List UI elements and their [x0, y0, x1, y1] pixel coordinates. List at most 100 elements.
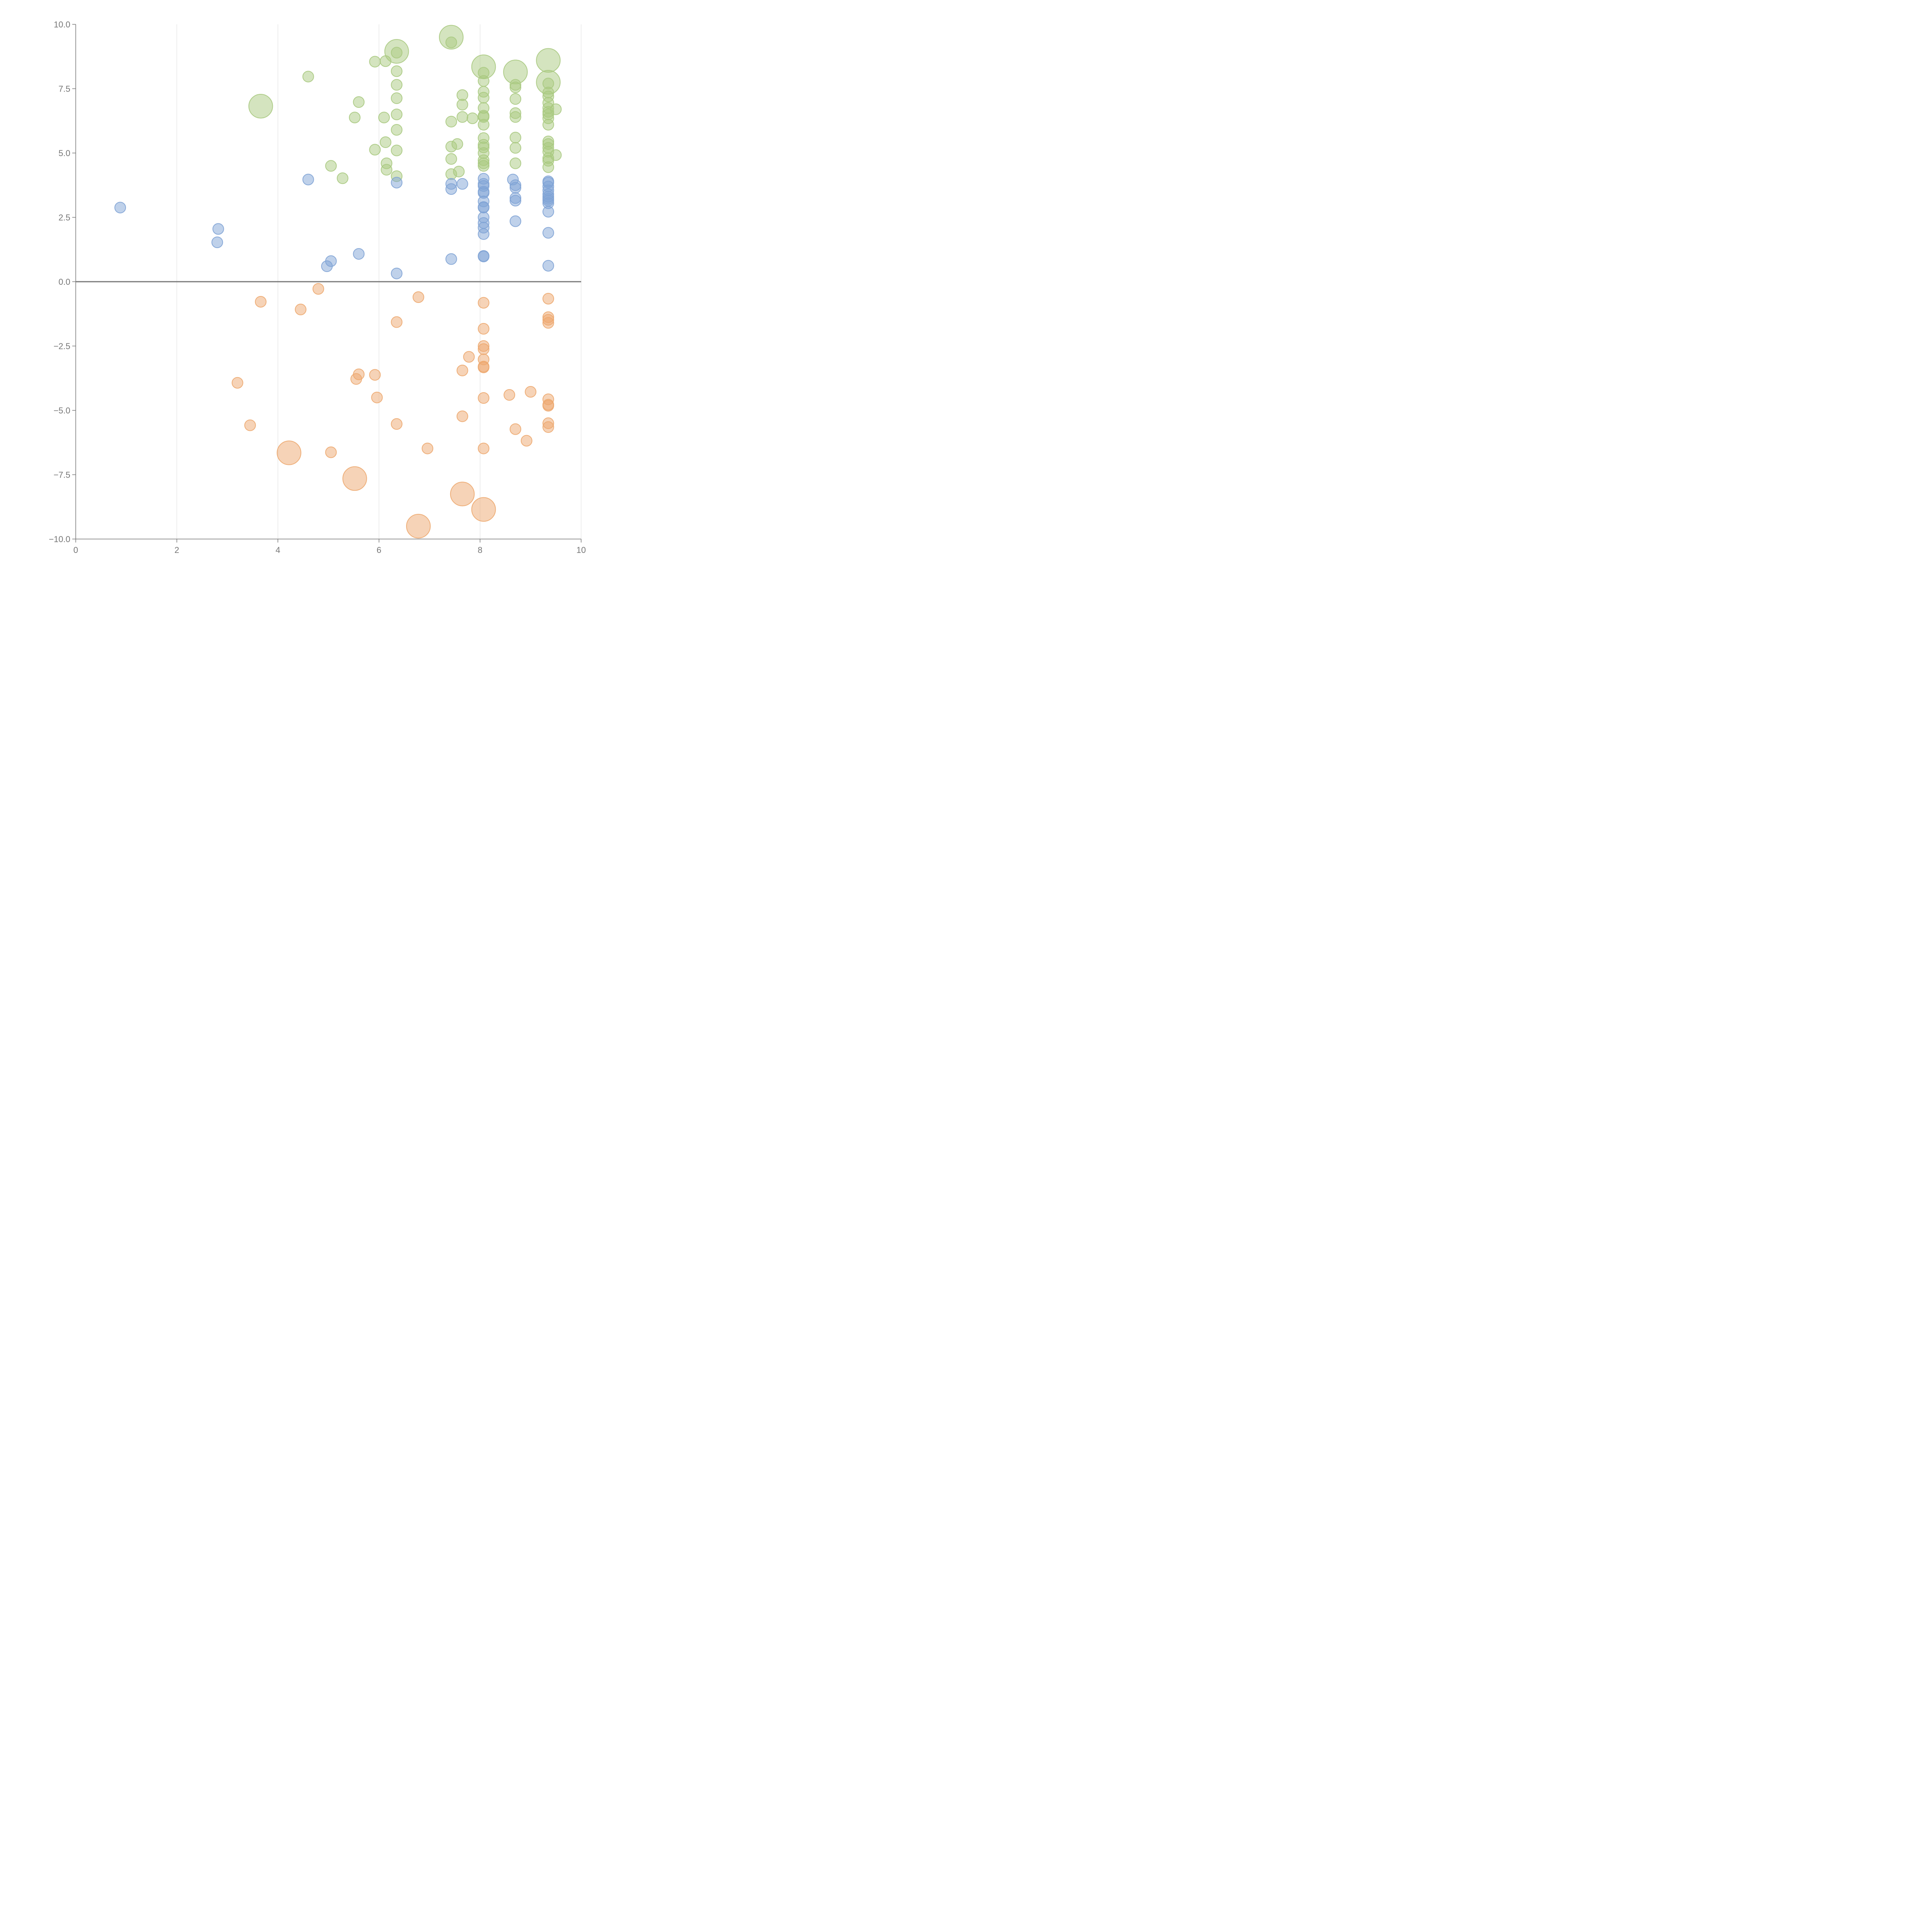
scatter-chart: 10.0 7.5 5.0 2.5 0.0 −2.5 −5.0 −7.5 −10.0 0 2 4 6 8 1…	[49, 20, 586, 555]
y-tick-label: 0.0	[58, 277, 70, 287]
data-point	[509, 157, 521, 169]
x-tick-label: 0	[73, 545, 78, 555]
data-point	[525, 386, 537, 398]
data-point	[509, 142, 521, 154]
data-point	[478, 228, 490, 240]
data-point	[478, 250, 490, 262]
y-tick-label: −10.0	[49, 534, 70, 544]
data-point	[277, 440, 301, 465]
data-point	[391, 267, 403, 279]
data-point	[342, 466, 367, 491]
data-point	[312, 283, 324, 295]
data-point	[302, 173, 314, 185]
x-tick-label: 6	[377, 545, 381, 555]
x-tick-label: 4	[276, 545, 280, 555]
data-point	[422, 442, 434, 454]
data-point	[445, 36, 457, 48]
data-point	[369, 144, 381, 156]
data-point	[478, 92, 490, 104]
data-point	[478, 343, 490, 355]
data-point	[353, 248, 365, 260]
data-point	[391, 145, 403, 156]
data-point	[463, 351, 475, 363]
data-point	[450, 481, 475, 507]
axes	[75, 24, 581, 539]
data-point	[244, 419, 256, 431]
data-point	[391, 177, 403, 189]
data-point	[509, 182, 521, 194]
data-point	[520, 435, 532, 447]
data-point	[478, 323, 490, 335]
data-point	[325, 160, 337, 172]
data-point	[471, 497, 496, 522]
data-point	[391, 109, 403, 121]
series-orange	[231, 283, 554, 539]
data-point	[509, 423, 521, 435]
x-axis-ticks: 0 2 4 6 8 10	[73, 539, 586, 555]
data-point	[456, 178, 468, 190]
data-point	[456, 99, 468, 111]
data-point	[550, 103, 562, 115]
data-point	[248, 94, 273, 119]
data-point	[337, 172, 349, 184]
y-tick-label: 5.0	[58, 148, 70, 158]
data-point	[509, 215, 521, 227]
data-point	[391, 316, 403, 328]
data-point	[509, 93, 521, 105]
data-point	[391, 124, 403, 136]
data-point	[369, 56, 381, 68]
data-point	[381, 164, 393, 176]
data-point	[391, 47, 403, 59]
data-point	[542, 317, 554, 329]
data-point	[350, 373, 362, 385]
data-points	[114, 25, 562, 539]
data-point	[231, 377, 243, 389]
data-point	[542, 119, 554, 131]
data-point	[391, 79, 403, 91]
data-point	[542, 227, 554, 239]
data-point	[211, 236, 223, 248]
data-point	[466, 112, 478, 124]
data-point	[478, 392, 490, 404]
series-green	[248, 25, 562, 184]
data-point	[456, 364, 468, 376]
y-tick-label: −2.5	[54, 342, 70, 351]
x-tick-label: 2	[174, 545, 179, 555]
data-point	[391, 92, 403, 104]
data-point	[456, 410, 468, 422]
y-tick-label: 10.0	[54, 20, 70, 29]
data-point	[453, 165, 465, 177]
data-point	[503, 389, 515, 401]
data-point	[349, 112, 361, 124]
y-tick-label: 7.5	[58, 84, 70, 94]
data-point	[212, 223, 224, 235]
y-tick-label: 2.5	[58, 213, 70, 223]
data-point	[509, 132, 521, 144]
data-point	[302, 71, 314, 83]
data-point	[542, 206, 554, 218]
x-tick-label: 10	[577, 545, 586, 555]
data-point	[550, 149, 562, 161]
data-point	[379, 55, 391, 67]
data-point	[445, 183, 457, 195]
data-point	[478, 442, 490, 454]
data-point	[353, 96, 365, 108]
data-point	[542, 421, 554, 433]
data-point	[255, 296, 267, 308]
y-tick-label: −7.5	[54, 470, 70, 480]
data-point	[478, 160, 490, 172]
data-point	[445, 253, 457, 265]
data-point	[391, 65, 403, 77]
data-point	[321, 260, 333, 272]
data-point	[509, 195, 521, 207]
data-point	[406, 514, 431, 539]
data-point	[509, 111, 521, 123]
data-point	[451, 138, 463, 150]
data-point	[379, 136, 391, 148]
data-point	[114, 202, 126, 214]
data-point	[478, 361, 490, 373]
data-point	[456, 111, 468, 123]
data-point	[478, 202, 490, 214]
data-point	[445, 116, 457, 128]
data-point	[391, 418, 403, 430]
